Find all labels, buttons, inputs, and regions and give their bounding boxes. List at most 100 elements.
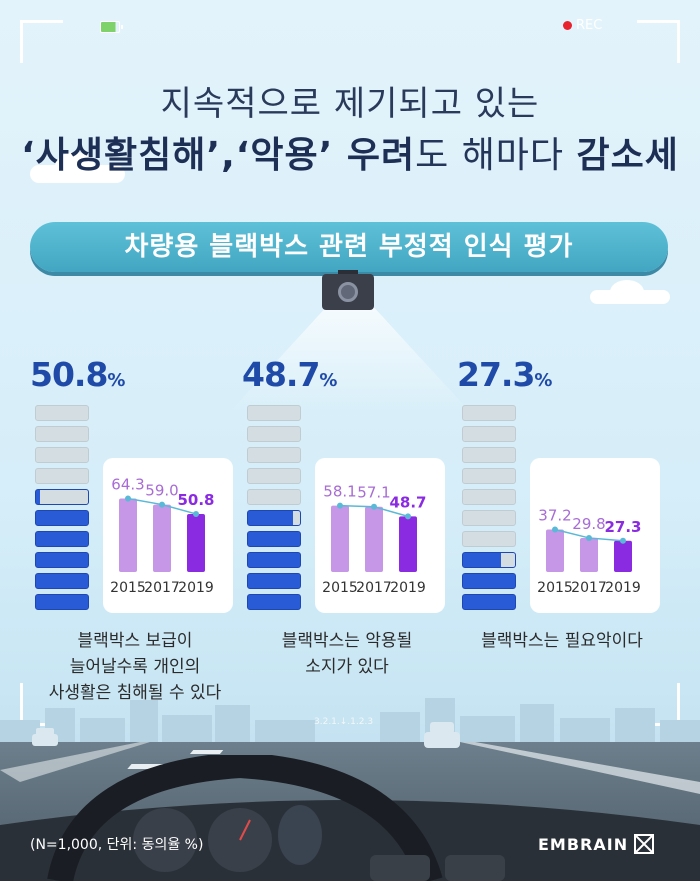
- inset-chart-card: 37.2 29.8 27.3 2015 2017 2019: [530, 458, 660, 613]
- headline-percent: 48.7%: [242, 355, 337, 394]
- value-label: 57.1: [357, 484, 390, 502]
- gauge-stack: [247, 405, 301, 613]
- brand-logo: EMBRAIN: [538, 834, 655, 854]
- gauge-segment: [462, 510, 516, 526]
- brand-mark-icon: [634, 834, 655, 854]
- caption-line: 소지가 있다: [305, 657, 389, 677]
- year-tick-label: 2019: [178, 580, 214, 596]
- headline-percent: 27.3%: [457, 355, 552, 394]
- value-label: 64.3: [111, 476, 144, 494]
- caption-line: 늘어날수록 개인의: [69, 657, 201, 677]
- year-tick-label: 2015: [322, 580, 358, 596]
- trend-point: [125, 495, 131, 502]
- cloud-left-top: [55, 152, 95, 182]
- gauge-segment: [462, 573, 516, 589]
- year-tick-label: 2017: [571, 580, 607, 596]
- trend-point: [159, 501, 165, 508]
- gauge-segment: [35, 468, 89, 484]
- headline-unit: %: [319, 370, 337, 391]
- frame-corner-top-right: [637, 20, 680, 63]
- panel-caption: 블랙박스는 필요악이다: [437, 628, 687, 654]
- inset-chart-card: 58.1 57.1 48.7 2015 2017 2019: [315, 458, 445, 613]
- gauge-segment: [35, 594, 89, 610]
- gauge-segment: [247, 594, 301, 610]
- gauge-segment: [247, 468, 301, 484]
- year-tick-label: 2017: [356, 580, 392, 596]
- gauge-segment: [462, 405, 516, 421]
- frame-corner-bottom-left: [20, 683, 63, 726]
- caption-line: 블랙박스 보급이: [77, 631, 193, 651]
- gauge-segment: [462, 531, 516, 547]
- value-label: 29.8: [572, 515, 605, 533]
- trend-point: [405, 513, 411, 520]
- trend-point: [371, 503, 377, 510]
- year-tick-label: 2017: [144, 580, 180, 596]
- gauge-segment: [247, 426, 301, 442]
- bar-2017: [365, 506, 383, 572]
- gauge-stack: [462, 405, 516, 613]
- cloud-right-top: [610, 280, 644, 304]
- gauge-segment: [35, 426, 89, 442]
- gauge-segment: [247, 405, 301, 421]
- frame-corner-top-left: [20, 20, 63, 63]
- battery-icon: [100, 21, 123, 33]
- headline-value: 50.8: [30, 355, 108, 394]
- gauge-segment: [462, 594, 516, 610]
- caption-line: 블랙박스는 악용될: [281, 631, 413, 651]
- headline-line-1: 지속적으로 제기되고 있는: [160, 84, 540, 124]
- camera-lens-icon: [338, 282, 358, 302]
- gauge-segment: [462, 489, 516, 505]
- gauge-segment: [247, 552, 301, 568]
- gauge-segment: [462, 552, 516, 568]
- bar-2015: [331, 505, 349, 572]
- bar-2015: [119, 498, 137, 572]
- car-dashboard: [0, 755, 700, 881]
- frame-corner-bottom-right: [637, 683, 680, 726]
- gauge-segment: [462, 447, 516, 463]
- car-left-icon: [32, 728, 58, 746]
- headline-value: 27.3: [457, 355, 535, 394]
- caption-line: 사생활은 침해될 수 있다: [48, 683, 222, 703]
- headline-bold-1: ‘사생활침해’,‘악용’ 우려: [21, 135, 416, 176]
- gauge-segment: [35, 510, 89, 526]
- inset-chart-card: 64.3 59.0 50.8 2015 2017 2019: [103, 458, 233, 613]
- gauge-segment: [35, 489, 89, 505]
- trend-point: [552, 526, 558, 533]
- gauge-segment: [35, 447, 89, 463]
- headline-percent: 50.8%: [30, 355, 125, 394]
- bar-2019: [399, 516, 417, 572]
- gauge-segment: [247, 447, 301, 463]
- rec-label: REC: [576, 18, 603, 33]
- camera-mount: [338, 270, 358, 276]
- gauge-segment: [35, 552, 89, 568]
- car-right-icon: [424, 722, 460, 748]
- headline-bold-2: 감소세: [576, 135, 679, 176]
- trend-point: [620, 537, 626, 544]
- gauge-segment: [35, 405, 89, 421]
- headline-unit: %: [107, 370, 125, 391]
- value-label: 58.1: [323, 483, 356, 501]
- headline-mid: 도 해마다: [415, 135, 577, 176]
- headline-line-2: ‘사생활침해’,‘악용’ 우려도 해마다 감소세: [0, 126, 700, 178]
- rec-indicator: REC: [563, 18, 602, 33]
- footnote: (N=1,000, 단위: 동의율 %): [30, 837, 204, 853]
- value-label: 50.8: [177, 491, 214, 509]
- gauge-segment: [247, 573, 301, 589]
- record-dot-icon: [563, 21, 572, 30]
- year-tick-label: 2015: [110, 580, 146, 596]
- value-label: 48.7: [389, 493, 426, 511]
- gauge-segment: [462, 426, 516, 442]
- gauge-segment: [247, 531, 301, 547]
- gauge-segment: [35, 531, 89, 547]
- gauge-stack: [35, 405, 89, 613]
- year-tick-label: 2019: [605, 580, 641, 596]
- bar-2019: [187, 513, 205, 572]
- year-tick-label: 2015: [537, 580, 573, 596]
- value-label: 37.2: [538, 506, 571, 524]
- bar-2019: [614, 540, 632, 572]
